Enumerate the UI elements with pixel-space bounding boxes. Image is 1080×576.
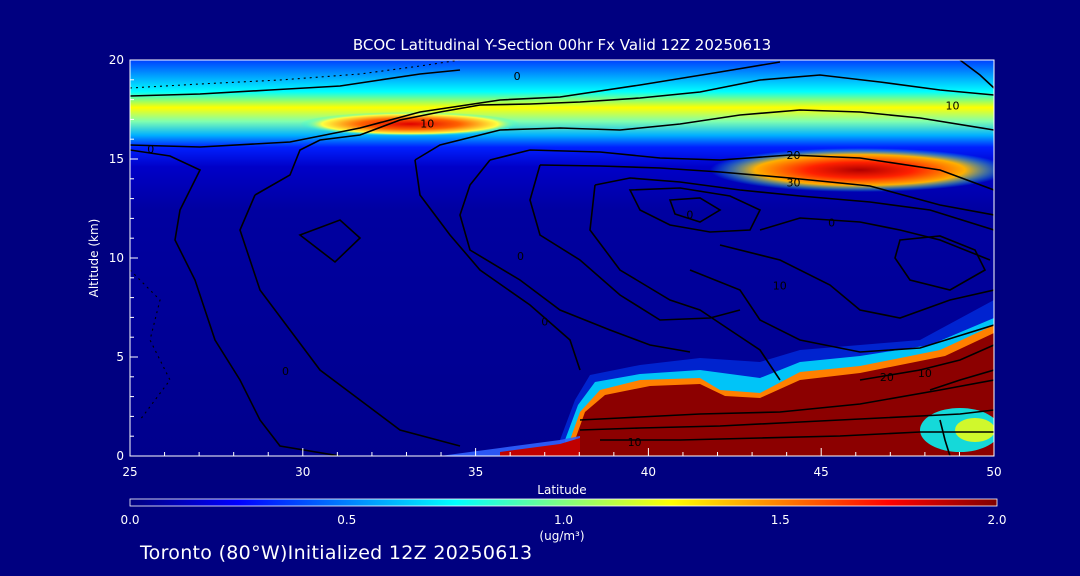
- x-tick-label: 25: [122, 465, 137, 479]
- colorbar-tick-label: 2.0: [987, 513, 1006, 527]
- contour-label: 0: [147, 143, 154, 156]
- x-axis-label: Latitude: [537, 483, 586, 497]
- contour-label: 0: [541, 315, 548, 328]
- y-tick-label: 10: [109, 251, 124, 265]
- plume-15km: [710, 148, 994, 192]
- colorbar-ticks: 0.0 0.5 1.0 1.5 2.0: [120, 513, 1006, 527]
- colorbar-unit-label: (ug/m³): [539, 529, 584, 543]
- contour-label: 20: [787, 149, 801, 162]
- plume-17km: [300, 112, 520, 136]
- contour-label: 10: [918, 367, 932, 380]
- contour-label: 0: [282, 365, 289, 378]
- contour-label: 0: [514, 70, 521, 83]
- contour-label: 10: [946, 100, 960, 113]
- contour-labels: 0 10 0 10 20 30 10 10 0 0 0 20 10 0 0: [147, 70, 960, 449]
- x-tick-label: 50: [986, 465, 1001, 479]
- contour-label: 10: [628, 436, 642, 449]
- contour-label: 20: [880, 371, 894, 384]
- dotted-contours: [130, 60, 461, 421]
- contour-label: 10: [773, 280, 787, 293]
- colorbar: [129, 498, 998, 507]
- y-axis: 0 5 10 15 20: [109, 53, 138, 463]
- boundary-layer-plume: [575, 333, 994, 456]
- y-tick-label: 0: [116, 449, 124, 463]
- y-tick-label: 20: [109, 53, 124, 67]
- colorbar-tick-label: 1.0: [554, 513, 573, 527]
- x-tick-label: 45: [814, 465, 829, 479]
- y-tick-label: 5: [116, 350, 124, 364]
- contour-lines: [130, 60, 994, 456]
- contour-label: 0: [686, 208, 693, 221]
- footer-caption: Toronto (80°W)Initialized 12Z 20250613: [140, 542, 533, 564]
- colorbar-tick-label: 0.0: [120, 513, 139, 527]
- x-axis: 25 30 35 40 45 50: [122, 448, 1002, 479]
- y-tick-label: 15: [109, 152, 124, 166]
- contour-label: 30: [787, 177, 801, 190]
- contour-label: 0: [517, 250, 524, 263]
- yellow-patch: [955, 418, 994, 442]
- x-tick-label: 40: [641, 465, 656, 479]
- chart-title: BCOC Latitudinal Y-Section 00hr Fx Valid…: [353, 36, 771, 54]
- plot-area: [130, 60, 994, 456]
- y-axis-label: Altitude (km): [87, 219, 101, 298]
- contour-label: 10: [420, 117, 434, 130]
- contour-label: 0: [828, 216, 835, 229]
- x-tick-label: 30: [295, 465, 310, 479]
- surface-trace-hot: [500, 438, 580, 456]
- x-tick-label: 35: [468, 465, 483, 479]
- colorbar-tick-label: 0.5: [337, 513, 356, 527]
- colorbar-tick-label: 1.5: [771, 513, 790, 527]
